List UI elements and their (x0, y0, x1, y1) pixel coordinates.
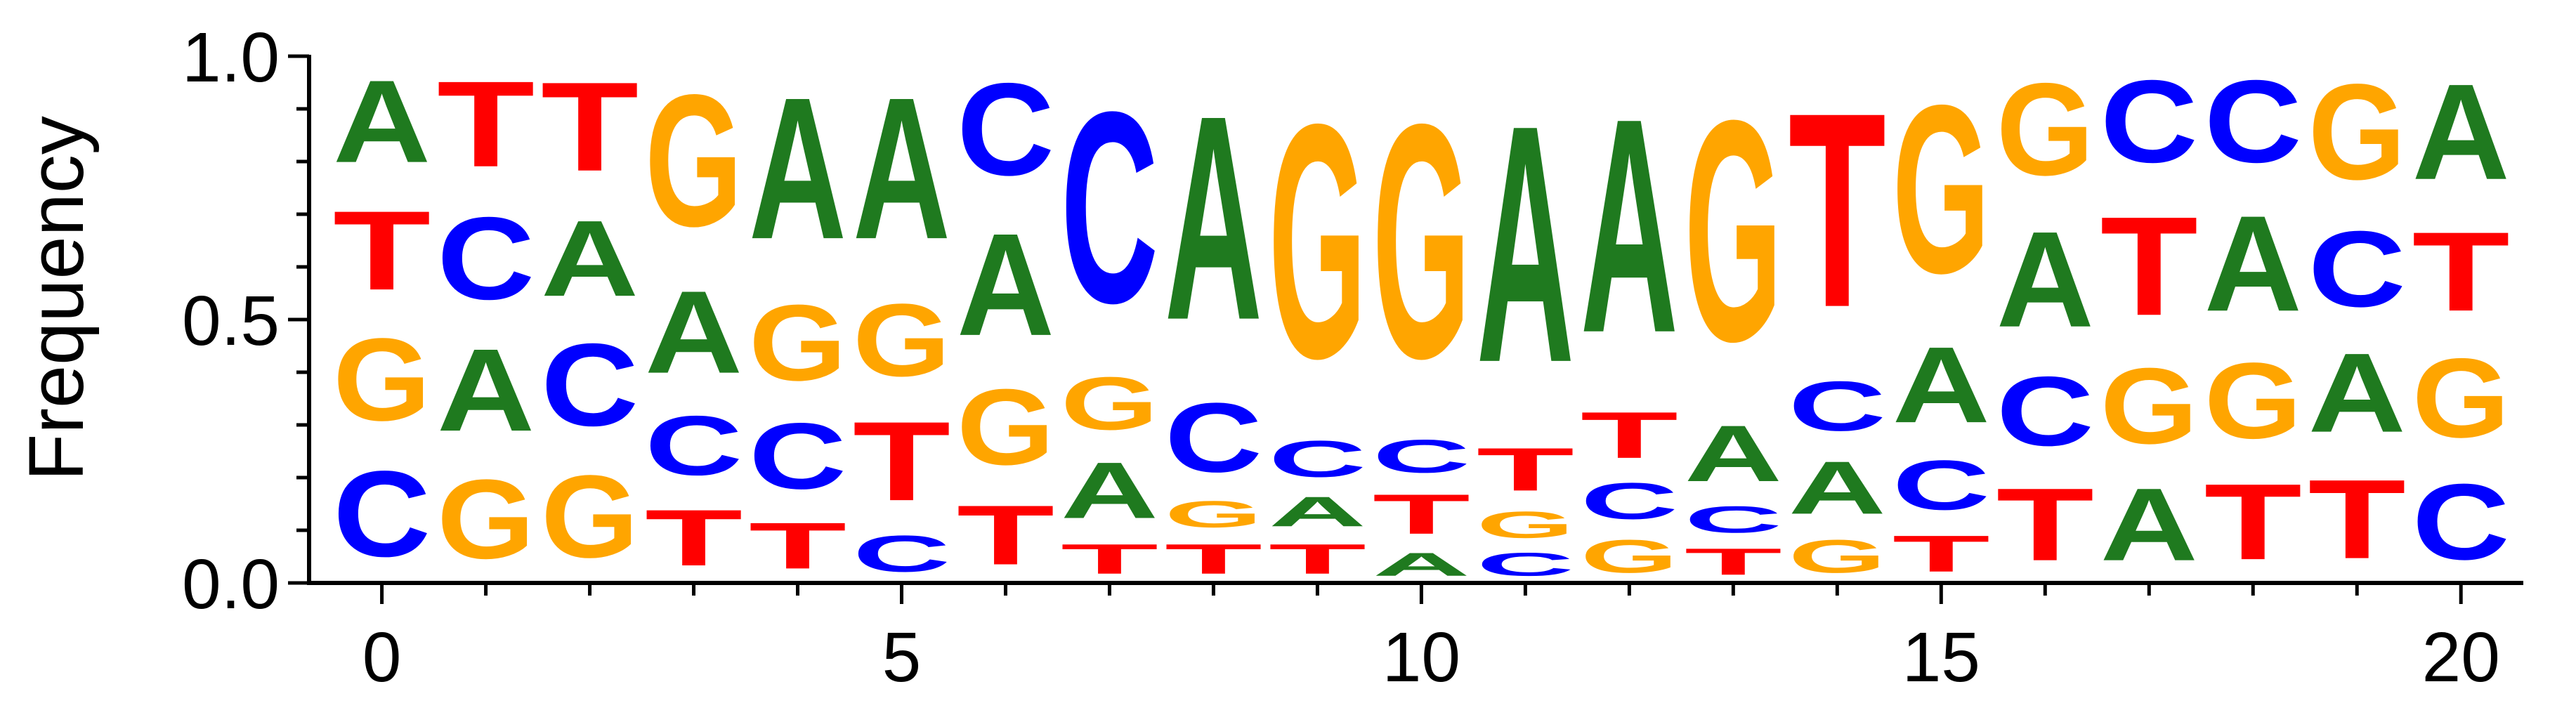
logo-letter: A (437, 325, 535, 456)
logo-letter: T (2100, 188, 2198, 346)
x-tick-label: 15 (1902, 618, 1980, 697)
logo-letter: A (645, 267, 743, 398)
logo-letter: C (541, 320, 639, 450)
y-tick-label: 0.5 (182, 282, 280, 360)
logo-letter: T (2412, 209, 2510, 334)
logo-letter: G (645, 56, 743, 266)
logo-letter: C (645, 399, 743, 493)
logo-letter: A (853, 55, 950, 281)
logo-letter: T (2204, 461, 2302, 582)
logo-letter: A (957, 204, 1054, 366)
logo-letter: G (2100, 346, 2198, 467)
logo-letter: C (2100, 56, 2198, 187)
logo-letter: A (2308, 329, 2406, 456)
logo-letter: T (1685, 541, 1782, 583)
logo-letter: G (1269, 55, 1366, 428)
logo-letter: C (1165, 382, 1262, 493)
logo-letter: T (645, 494, 743, 583)
logo-letter: T (1789, 55, 1886, 365)
logo-letter: C (2204, 56, 2302, 187)
logo-letter: A (1892, 324, 1990, 445)
logo-letter: T (541, 55, 639, 197)
logo-letter: C (1477, 546, 1574, 583)
logo-letter: C (1892, 446, 1990, 525)
logo-letter: C (2412, 461, 2510, 582)
logo-letter: T (1269, 535, 1366, 582)
x-tick-label: 5 (882, 618, 922, 697)
logo-letter: G (1477, 504, 1574, 546)
logo-letter: G (1061, 362, 1158, 445)
y-axis-label: Frequency (13, 116, 100, 481)
logo-letter: T (1061, 535, 1158, 582)
logo-letter: G (1892, 55, 1990, 323)
logo-letter: C (749, 404, 846, 508)
logo-letter: G (333, 313, 431, 445)
logo-letter: T (749, 508, 846, 582)
logo-letter: A (1789, 446, 1886, 530)
logo-letter: C (853, 525, 950, 582)
logo-letter: A (1581, 55, 1678, 397)
logo-letter: T (1477, 435, 1574, 504)
x-tick-label: 0 (362, 618, 402, 697)
logo-letter: C (1996, 355, 2094, 466)
logo-letter: A (1373, 546, 1470, 583)
logo-letter: C (437, 193, 535, 324)
axes: 0.0 0.5 1.0 0 5 10 15 20 (182, 18, 2523, 697)
logo-letter: C (2308, 209, 2406, 329)
logo-letter: A (1061, 446, 1158, 535)
logo-letter: A (2412, 55, 2510, 208)
logo-letters: CGTAGACTGCATTCAGTCGACTGATGACTAGCTGCATACG… (333, 54, 2510, 583)
logo-letter: G (1685, 55, 1782, 407)
logo-letter: T (1892, 525, 1990, 582)
logo-letter: G (1373, 55, 1470, 428)
logo-letter: A (2204, 188, 2302, 340)
logo-letter: T (333, 188, 431, 313)
logo-letter: C (1269, 430, 1366, 487)
logo-letter: T (853, 398, 950, 524)
logo-letter: A (749, 55, 846, 281)
logo-letter: A (2100, 467, 2198, 582)
logo-letter: T (2308, 456, 2406, 582)
logo-letter: T (1581, 398, 1678, 472)
y-tick-label: 0.0 (182, 545, 280, 624)
logo-letter: A (1996, 203, 2094, 355)
logo-letter: A (1685, 409, 1782, 498)
logo-letter: C (333, 445, 431, 582)
logo-letter: C (1061, 54, 1158, 360)
logo-letter: G (1165, 493, 1262, 535)
logo-letter: C (1685, 499, 1782, 541)
logo-letter: C (1789, 367, 1886, 445)
logo-letter: G (1996, 55, 2094, 203)
logo-letter: G (1789, 530, 1886, 583)
logo-letter: C (957, 56, 1054, 203)
logo-letter: G (1581, 530, 1678, 583)
logo-letter: A (1269, 488, 1366, 535)
logo-letter: T (957, 487, 1054, 582)
logo-letter: T (1373, 483, 1470, 546)
logo-letter: G (437, 457, 535, 583)
logo-letter: A (333, 56, 431, 187)
x-tick-label: 10 (1382, 618, 1460, 697)
logo-letter: A (541, 198, 639, 319)
logo-letter: G (853, 282, 950, 398)
logo-letter: T (1996, 466, 2094, 582)
y-tick-label: 1.0 (182, 18, 280, 97)
logo-letter: G (2308, 55, 2406, 208)
logo-letter: T (437, 55, 535, 192)
x-tick-label: 20 (2422, 618, 2500, 697)
logo-letter: C (1581, 472, 1678, 530)
logo-letter: A (1477, 55, 1574, 433)
logo-letter: G (957, 367, 1054, 488)
logo-letter: G (541, 450, 639, 582)
logo-letter: G (749, 283, 846, 404)
logo-letter: T (1165, 535, 1262, 582)
logo-letter: C (1373, 430, 1470, 483)
logo-letter: G (2204, 341, 2302, 461)
logo-letter: G (2412, 335, 2510, 461)
logo-letter: A (1165, 55, 1262, 381)
